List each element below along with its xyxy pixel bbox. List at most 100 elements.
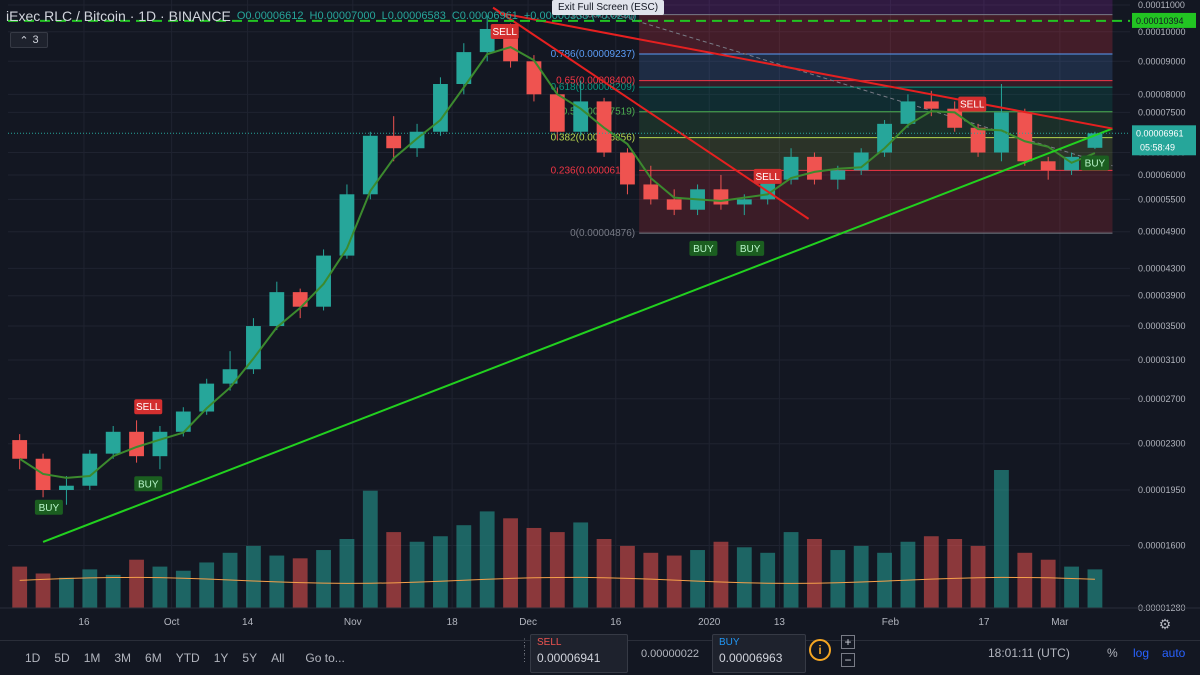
minus-button[interactable]: − — [841, 653, 855, 667]
volume-bar — [596, 539, 612, 608]
range-6m[interactable]: 6M — [145, 651, 162, 665]
range-5y[interactable]: 5Y — [242, 651, 258, 665]
volume-bar — [199, 562, 215, 608]
sell-signal-badge — [958, 96, 987, 112]
drag-handle-icon[interactable]: ⋮ ⋮ ⋮ — [520, 637, 529, 663]
candle-body — [643, 184, 659, 200]
plus-button[interactable]: + — [841, 635, 855, 649]
fib-level-label: 0.65(0.00008400) — [556, 76, 635, 87]
time-tick-label: Feb — [882, 617, 900, 628]
range-ytd[interactable]: YTD — [175, 651, 200, 665]
candle-body — [246, 326, 261, 370]
fib-zone — [639, 170, 1113, 234]
volume-bar — [246, 545, 261, 608]
ohlc-values: O0.00006612 H0.00007000 L0.00006583 C0.0… — [237, 10, 518, 22]
last-price-label: 0.00006961 — [1136, 128, 1184, 138]
price-tick-label: 0.00004900 — [1138, 227, 1186, 237]
time-tick-label: 16 — [610, 617, 622, 628]
buy-signal-badge — [736, 240, 765, 256]
percent-scale-toggle[interactable]: % — [1107, 646, 1118, 660]
volume-bar — [456, 525, 472, 608]
fib-level-label: 0.618(0.00008209) — [551, 82, 636, 93]
volume-bar — [1087, 569, 1103, 608]
sell-label: SELL — [537, 637, 562, 648]
volume-bar — [105, 574, 121, 608]
candle-body — [923, 101, 939, 109]
sell-signal-badge — [753, 168, 782, 184]
log-scale-toggle[interactable]: log — [1133, 646, 1150, 660]
last-price-tag — [1132, 125, 1196, 156]
candle-body — [222, 369, 238, 384]
volume-bar — [152, 566, 168, 608]
candle-body — [362, 135, 378, 195]
price-tick-label: 0.00001600 — [1138, 540, 1186, 550]
signal-label: BUY — [39, 503, 60, 514]
time-tick-label: 14 — [242, 617, 254, 628]
price-tick-label: 0.00006000 — [1138, 170, 1186, 180]
auto-scale-toggle[interactable]: auto — [1162, 646, 1186, 660]
volume-bar — [503, 518, 518, 608]
buy-button[interactable]: BUY 0.00006963 — [712, 634, 806, 673]
candle-body — [1017, 112, 1033, 162]
price-tick-label: 0.00005500 — [1138, 194, 1186, 204]
volume-bar — [479, 511, 495, 608]
signal-label: SELL — [960, 100, 985, 111]
volume-bar — [853, 545, 869, 608]
signal-label: BUY — [1085, 159, 1106, 170]
info-icon[interactable]: i — [809, 639, 831, 661]
range-5d[interactable]: 5D — [54, 651, 70, 665]
sell-signal-badge — [490, 24, 519, 40]
signal-labels: SELL BUY BUY SELL SELL BUY BUY SELL BUY — [34, 24, 1109, 515]
price-tick-label: 0.00002300 — [1138, 439, 1186, 449]
volume-bar — [713, 541, 729, 608]
signal-label: SELL — [136, 402, 161, 413]
price-tick-label: 0.00003900 — [1138, 291, 1186, 301]
indicator-toggle-button[interactable]: ⌃ 3 — [10, 32, 48, 48]
volume-bar — [970, 545, 986, 608]
volume-bar — [760, 552, 776, 608]
sell-button[interactable]: SELL 0.00006941 — [530, 634, 628, 673]
candle-body — [947, 108, 963, 128]
price-chart[interactable]: 0(0.00004876) 0.236(0.00006100) 0.382(0.00… — [0, 0, 1200, 640]
price-tick-label: 0.00007500 — [1138, 107, 1186, 117]
range-1d[interactable]: 1D — [25, 651, 41, 665]
range-all[interactable]: All — [271, 651, 285, 665]
moving-average-line — [19, 46, 1096, 479]
volume-bar — [316, 550, 331, 608]
time-tick-label: 13 — [774, 617, 786, 628]
price-tick-label: 0.00003500 — [1138, 321, 1186, 331]
volume-ma-line — [19, 576, 1095, 584]
volume-bar — [923, 536, 939, 608]
buy-signal-badge — [34, 499, 63, 515]
price-tick-label: 0.00001950 — [1138, 485, 1186, 495]
horizontal-line-price-tag — [1132, 12, 1196, 28]
goto-button[interactable]: Go to... — [305, 651, 345, 665]
fib-level-label: 0.236(0.00006100) — [551, 165, 636, 176]
time-tick-label: 16 — [78, 617, 90, 628]
fib-zone — [639, 87, 1113, 112]
range-1m[interactable]: 1M — [83, 651, 101, 665]
volume-bar — [994, 470, 1009, 608]
trendline-resistance-long — [498, 11, 1113, 130]
volume-bar — [1040, 559, 1056, 608]
price-tick-label: 0.00008000 — [1138, 89, 1186, 99]
volume-bar — [59, 577, 74, 608]
time-tick-label: Nov — [344, 617, 362, 628]
range-3m[interactable]: 3M — [114, 651, 132, 665]
price-tick-label: 0.00003100 — [1138, 355, 1186, 365]
price-axis-background — [1130, 0, 1200, 608]
volume-bar — [690, 550, 705, 608]
candle-body — [129, 431, 144, 457]
candle-body — [783, 156, 799, 180]
candle-body — [970, 127, 986, 153]
volume-bar — [339, 539, 355, 608]
candle-body — [386, 135, 402, 149]
indicator-count: 3 — [32, 34, 39, 46]
price-axis: 0.00011000 0.00010000 0.00009000 0.00008000… — [1130, 0, 1200, 613]
range-1y[interactable]: 1Y — [213, 651, 229, 665]
fib-zone-top — [639, 0, 1113, 15]
time-tick-label: Oct — [164, 617, 180, 628]
volume-bar — [175, 570, 191, 608]
gear-icon[interactable]: ⚙ — [1158, 616, 1172, 632]
candle-body — [573, 101, 589, 132]
